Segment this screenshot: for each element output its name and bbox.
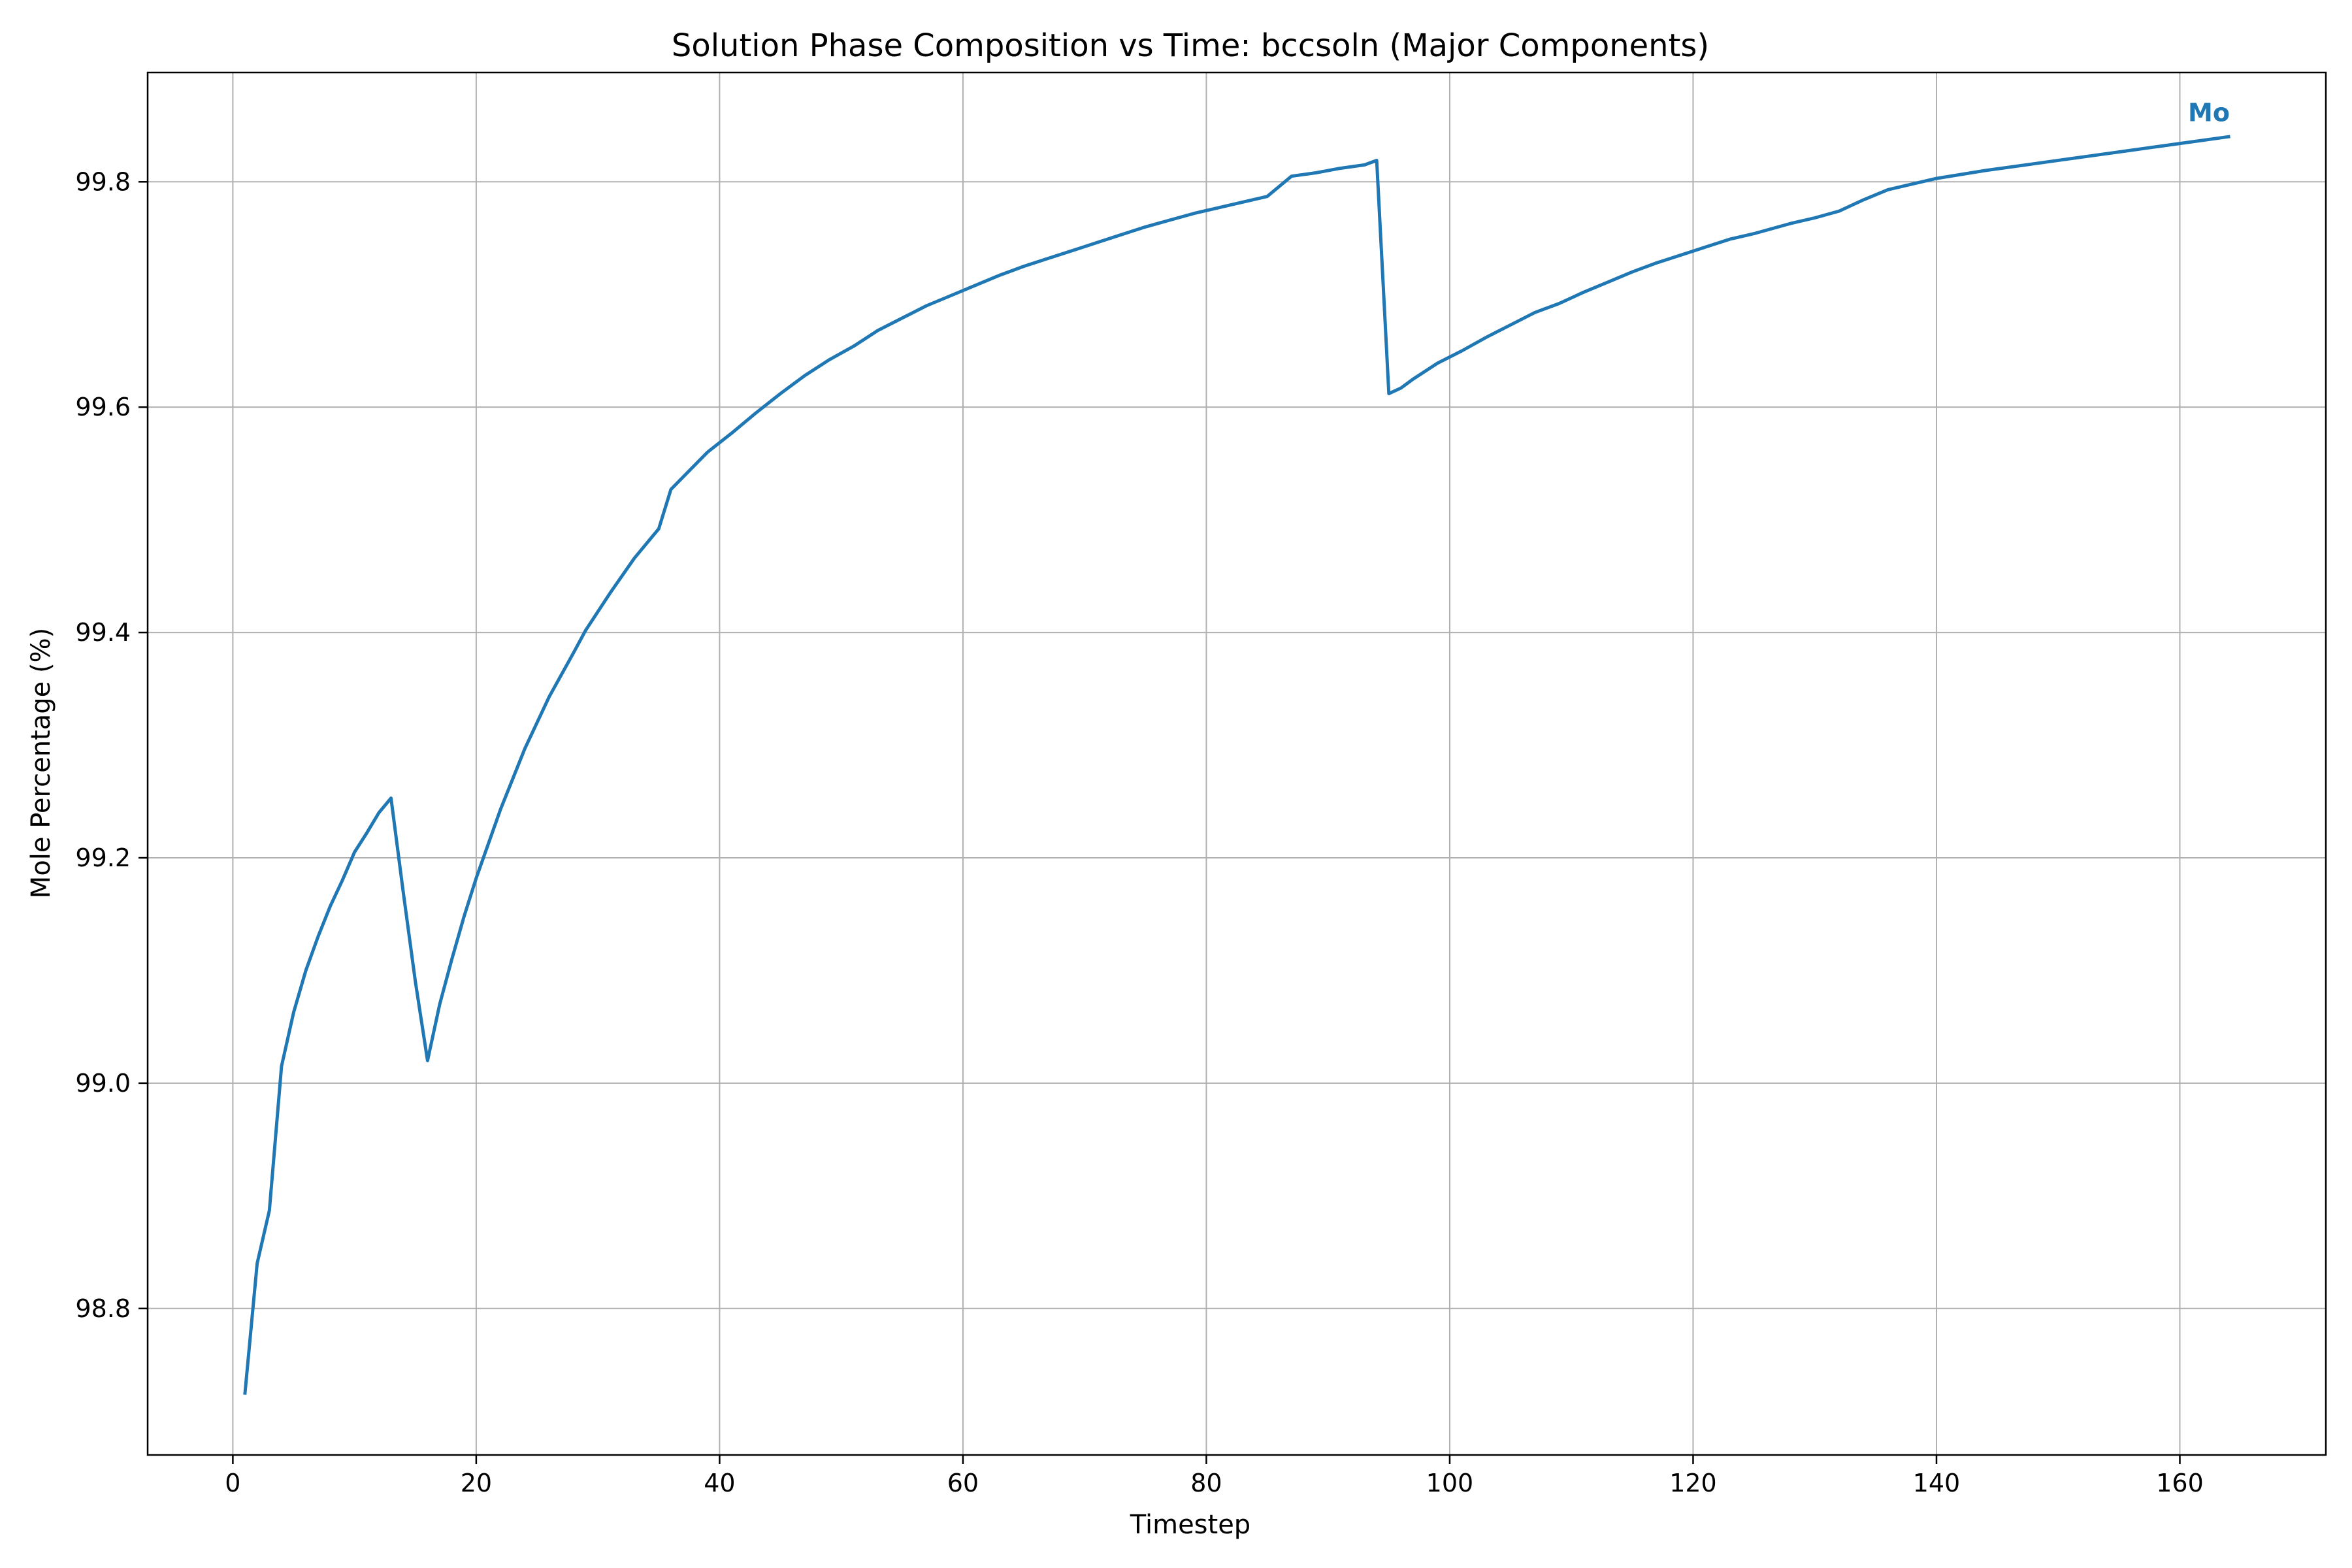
y-tick-label: 98.8 <box>75 1294 131 1323</box>
x-tick-label: 120 <box>1669 1469 1717 1497</box>
x-tick-label: 40 <box>704 1469 735 1497</box>
x-tick-label: 20 <box>461 1469 492 1497</box>
y-tick-label: 99.4 <box>75 618 131 647</box>
x-tick-label: 160 <box>2156 1469 2204 1497</box>
x-tick-label: 80 <box>1190 1469 1222 1497</box>
y-tick-label: 99.0 <box>75 1069 131 1098</box>
y-tick-label: 99.8 <box>75 167 131 196</box>
ticks: 0 20 40 60 80 100 120 140 160 98.8 99.0 99.2 99.4 99.… <box>75 167 2203 1497</box>
x-tick-label: 100 <box>1426 1469 1474 1497</box>
x-tick-label: 0 <box>225 1469 240 1497</box>
grid-lines <box>148 73 2326 1455</box>
series-layer: Mo <box>243 98 2230 1395</box>
chart-title: Solution Phase Composition vs Time: bccs… <box>672 27 1709 64</box>
plot-frame <box>146 71 2327 1456</box>
x-axis-label: Timestep <box>1130 1510 1250 1540</box>
y-tick-label: 99.2 <box>75 843 131 872</box>
y-axis-label: Mole Percentage (%) <box>26 628 56 898</box>
series-label-mo: Mo <box>2188 98 2230 127</box>
x-tick-label: 60 <box>947 1469 979 1497</box>
y-tick-label: 99.6 <box>75 393 131 421</box>
series-line-mo <box>243 135 2230 1395</box>
x-tick-label: 140 <box>1913 1469 1961 1497</box>
